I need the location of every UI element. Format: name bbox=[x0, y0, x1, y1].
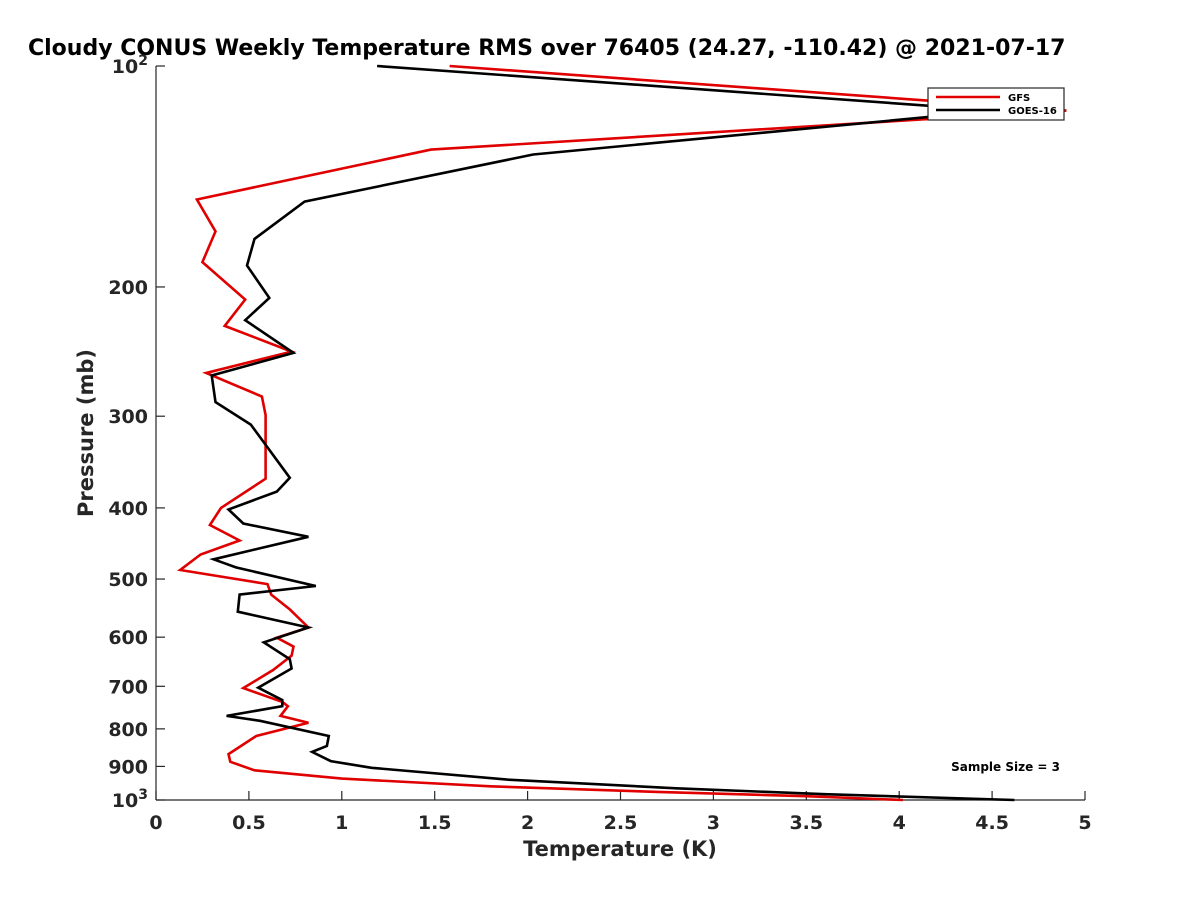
y-tick-label: 200 bbox=[108, 277, 148, 299]
y-tick-label: 800 bbox=[108, 719, 148, 741]
legend-label: GOES-16 bbox=[1008, 106, 1057, 117]
x-tick-label: 3 bbox=[707, 812, 720, 834]
x-tick-label: 4 bbox=[893, 812, 906, 834]
x-tick-label: 4.5 bbox=[975, 812, 1009, 834]
series-line-goes-16 bbox=[209, 64, 1015, 802]
x-tick-label: 1 bbox=[335, 812, 348, 834]
x-tick-label: 0.5 bbox=[232, 812, 266, 834]
legend-box bbox=[927, 87, 1065, 121]
x-tick-label: 2.5 bbox=[604, 812, 638, 834]
sample-size-note: Sample Size = 3 bbox=[951, 760, 1060, 774]
y-tick-label: 103 bbox=[112, 787, 148, 812]
y-axis-label: Pressure (mb) bbox=[74, 349, 98, 517]
x-axis-label: Temperature (K) bbox=[523, 837, 717, 861]
legend-label: GFS bbox=[1008, 93, 1030, 104]
x-tick-label: 2 bbox=[521, 812, 534, 834]
plot-area: 0 0.5 1 1.5 2 2.5 3 3.5 4 4.5 5 102 200 300 400 500 600 7… bbox=[108, 53, 1091, 834]
y-tick-label: 600 bbox=[108, 627, 148, 649]
y-tick-label: 500 bbox=[108, 569, 148, 591]
x-tick-label: 1.5 bbox=[418, 812, 452, 834]
y-tick-label: 700 bbox=[108, 676, 148, 698]
x-tick-label: 3.5 bbox=[789, 812, 823, 834]
y-tick-label: 102 bbox=[112, 53, 148, 78]
y-tick-label: 900 bbox=[108, 756, 148, 778]
series-line-gfs bbox=[176, 64, 1067, 802]
x-tick-label: 5 bbox=[1078, 812, 1091, 834]
chart-title: Cloudy CONUS Weekly Temperature RMS over… bbox=[28, 36, 1065, 61]
x-tick-label: 0 bbox=[149, 812, 162, 834]
y-tick-label: 300 bbox=[108, 406, 148, 428]
legend: GFS GOES-16 bbox=[927, 87, 1065, 121]
y-tick-label: 400 bbox=[108, 498, 148, 520]
